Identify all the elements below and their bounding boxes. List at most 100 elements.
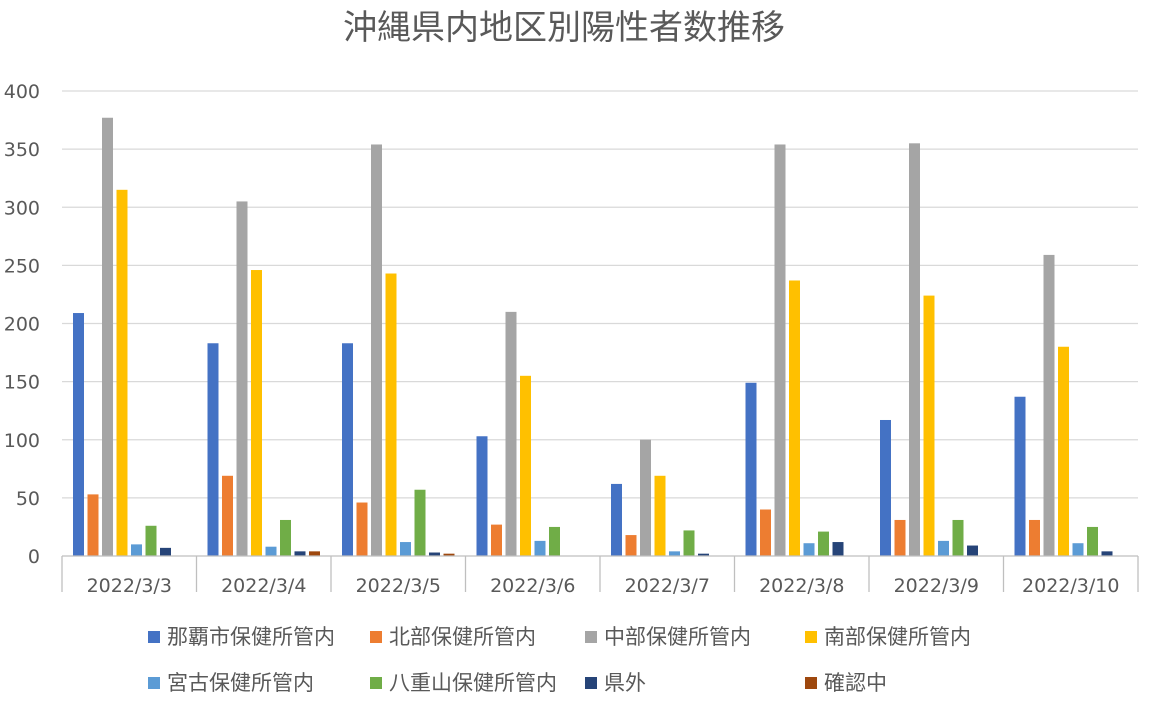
bar	[476, 436, 488, 556]
bar	[145, 525, 157, 556]
bar	[534, 540, 546, 556]
legend-label: 県外	[604, 671, 646, 695]
bar	[102, 117, 113, 557]
bar	[640, 439, 651, 556]
bar	[414, 489, 426, 556]
legend-label: 南部保健所管内	[824, 625, 971, 649]
y-tick-label: 300	[4, 197, 40, 219]
legend-item: 中部保健所管内	[585, 625, 751, 649]
bar	[1029, 519, 1040, 556]
legend-label: 那覇市保健所管内	[167, 625, 335, 649]
chart-title: 沖縄県内地区別陽性者数推移	[343, 8, 785, 48]
bar	[909, 143, 920, 556]
bar	[832, 542, 844, 556]
bar	[669, 551, 680, 556]
bar	[342, 343, 353, 556]
y-tick-label: 250	[4, 255, 40, 277]
x-tick-label: 2022/3/4	[221, 575, 306, 597]
y-tick-label: 150	[4, 372, 40, 394]
bar	[952, 519, 964, 556]
bar	[625, 535, 637, 556]
bar	[491, 524, 502, 556]
bar	[1014, 396, 1026, 556]
bar	[923, 295, 935, 556]
bar	[1072, 543, 1084, 556]
bar	[251, 270, 262, 556]
bar	[87, 494, 99, 556]
bar	[654, 475, 666, 556]
bar	[880, 419, 891, 556]
bar	[774, 144, 786, 556]
legend-label: 八重山保健所管内	[389, 671, 557, 695]
legend-item: 県外	[585, 671, 646, 695]
bar	[116, 189, 128, 556]
legend-label: 宮古保健所管内	[167, 671, 314, 695]
legend-swatch	[370, 677, 382, 689]
y-tick-label: 50	[16, 488, 40, 510]
legend-item: 北部保健所管内	[370, 625, 536, 649]
axes: 0 50 100 150 200 250 300 350 400 2022/3/3 2022/3/4…	[4, 81, 1139, 597]
x-tick-label: 2022/3/10	[1022, 575, 1119, 597]
legend-swatch	[148, 677, 160, 689]
gridlines	[62, 90, 1138, 499]
bar	[1087, 526, 1098, 556]
legend-swatch	[148, 631, 160, 643]
legend-swatch	[585, 677, 597, 689]
bar	[400, 542, 411, 556]
x-tick-label: 2022/3/9	[894, 575, 979, 597]
legend-item: 南部保健所管内	[805, 625, 971, 649]
bar	[894, 519, 906, 556]
legend-swatch	[585, 631, 597, 643]
bar	[236, 201, 248, 556]
bar	[265, 546, 277, 556]
x-tick-label: 2022/3/7	[625, 575, 710, 597]
legend-item: 確認中	[805, 671, 887, 695]
y-tick-label: 0	[28, 546, 40, 568]
bar	[505, 311, 517, 556]
bar	[818, 531, 829, 556]
bar	[280, 519, 291, 556]
bar	[1043, 254, 1055, 556]
bar	[356, 502, 368, 556]
bar	[520, 375, 531, 556]
x-tick-label: 2022/3/3	[87, 575, 172, 597]
legend-label: 確認中	[824, 671, 887, 695]
bar	[73, 313, 84, 556]
bar	[1101, 551, 1113, 556]
legend-item: 那覇市保健所管内	[148, 625, 335, 649]
bar	[789, 280, 800, 556]
bar	[1058, 346, 1069, 556]
y-tick-label: 400	[4, 81, 40, 103]
bar	[371, 144, 382, 556]
legend-item: 八重山保健所管内	[370, 671, 557, 695]
legend-label: 中部保健所管内	[604, 625, 751, 649]
bar	[760, 509, 771, 556]
x-tick-label: 2022/3/5	[356, 575, 441, 597]
legend-swatch	[370, 631, 382, 643]
bar	[160, 547, 171, 556]
bar	[967, 545, 978, 556]
bar	[429, 552, 440, 556]
bar	[803, 543, 815, 556]
bar	[745, 382, 757, 556]
bar	[443, 553, 455, 556]
bar	[549, 526, 560, 556]
legend-item: 宮古保健所管内	[148, 671, 314, 695]
bar	[309, 551, 320, 556]
bar	[611, 483, 622, 556]
bar	[938, 540, 949, 556]
bars	[73, 117, 1113, 557]
x-tick-label: 2022/3/6	[490, 575, 575, 597]
bar	[698, 553, 709, 556]
legend-swatch	[805, 677, 817, 689]
y-tick-label: 350	[4, 139, 40, 161]
bar	[294, 551, 306, 556]
y-tick-label: 200	[4, 314, 40, 336]
x-tick-label: 2022/3/8	[759, 575, 844, 597]
legend-swatch	[805, 631, 817, 643]
legend-label: 北部保健所管内	[389, 625, 536, 649]
bar	[385, 273, 397, 556]
bar	[222, 475, 233, 556]
